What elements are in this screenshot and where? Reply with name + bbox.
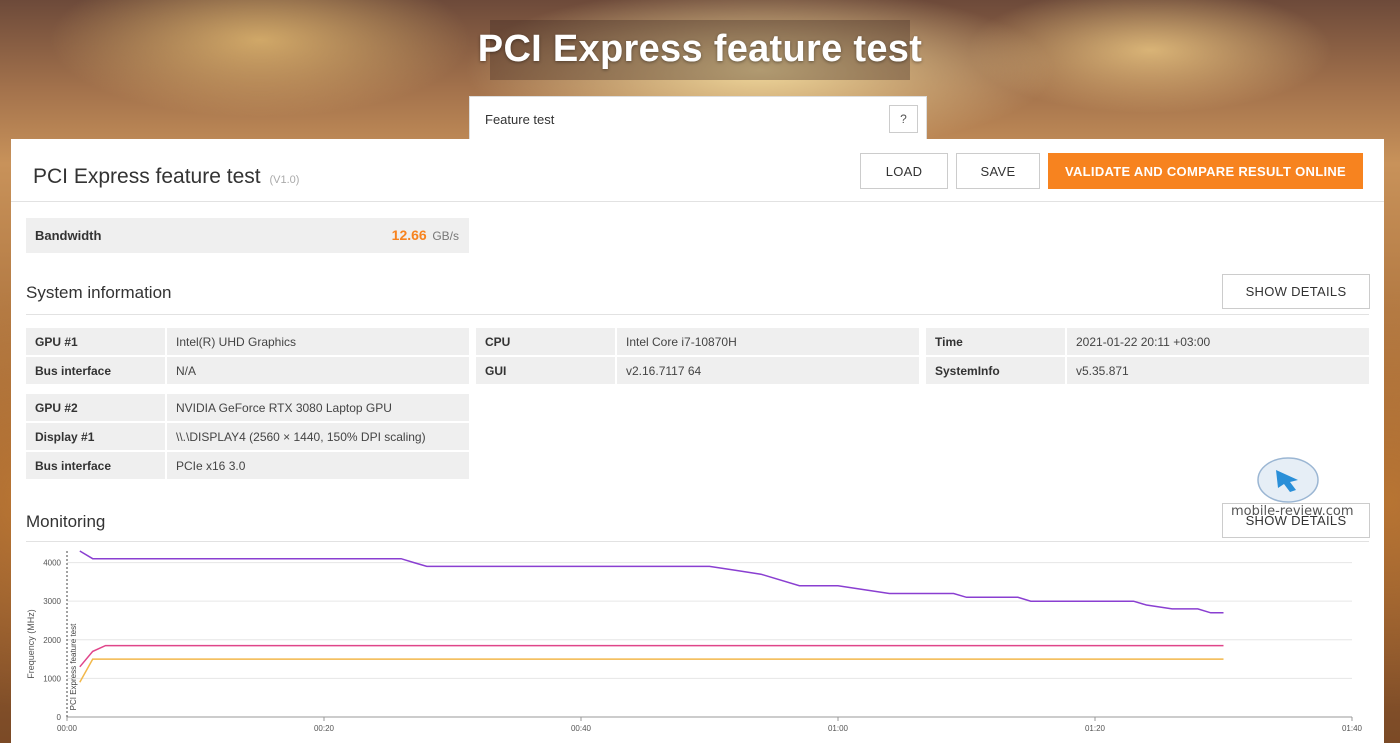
validate-compare-button[interactable]: VALIDATE AND COMPARE RESULT ONLINE (1048, 153, 1363, 189)
help-button[interactable]: ? (889, 105, 918, 133)
info-key: GUI (476, 357, 615, 384)
result-title: PCI Express feature test (V1.0) (33, 165, 299, 189)
result-version: (V1.0) (269, 174, 300, 186)
info-value: v5.35.871 (1067, 357, 1369, 384)
page-title: PCI Express feature test (477, 28, 923, 70)
monitoring-chart: 0 1000 2000 3000 4000 00:00 00:20 00:40 01:00 01:… (11, 547, 1384, 743)
bandwidth-value-group: 12.66 GB/s (392, 227, 459, 243)
info-column-2: CPU Intel Core i7-10870H GUI v2.16.7117 … (476, 328, 919, 386)
info-value: Intel(R) UHD Graphics (167, 328, 469, 355)
info-column-1b: GPU #2 NVIDIA GeForce RTX 3080 Laptop GP… (26, 394, 469, 481)
info-column-3: Time 2021-01-22 20:11 +03:00 SystemInfo … (926, 328, 1369, 386)
load-button[interactable]: LOAD (860, 153, 948, 189)
series-line (79, 644, 1224, 668)
header-banner: PCI Express feature test (0, 0, 1400, 100)
info-key: GPU #1 (26, 328, 165, 355)
y-tick-label: 3000 (43, 597, 61, 606)
info-key: CPU (476, 328, 615, 355)
x-tick-label: 01:40 (1342, 724, 1363, 733)
info-key: GPU #2 (26, 394, 165, 421)
watermark-text: mobile-review.com (1231, 504, 1354, 519)
bandwidth-label: Bandwidth (35, 228, 102, 243)
x-tick-label: 00:40 (571, 724, 592, 733)
x-tick-label: 01:20 (1085, 724, 1106, 733)
info-value: v2.16.7117 64 (617, 357, 919, 384)
y-axis-label: Frequency (MHz) (26, 609, 36, 679)
x-tick-label: 00:00 (57, 724, 78, 733)
info-row: GUI v2.16.7117 64 (476, 357, 919, 384)
info-row: Time 2021-01-22 20:11 +03:00 (926, 328, 1369, 355)
info-value: N/A (167, 357, 469, 384)
info-row: Bus interface N/A (26, 357, 469, 384)
bandwidth-unit: GB/s (432, 229, 459, 243)
system-info-details-button[interactable]: SHOW DETAILS (1222, 274, 1370, 309)
info-key: Time (926, 328, 1065, 355)
monitoring-title: Monitoring (26, 512, 106, 531)
y-tick-label: 0 (57, 713, 62, 722)
info-value: PCIe x16 3.0 (167, 452, 469, 479)
system-info-divider (26, 314, 1369, 315)
series-line (79, 550, 1224, 614)
frequency-chart-svg: 0 1000 2000 3000 4000 00:00 00:20 00:40 01:00 01:… (26, 550, 1363, 733)
info-key: Bus interface (26, 452, 165, 479)
title-plate (490, 20, 910, 80)
info-value: NVIDIA GeForce RTX 3080 Laptop GPU (167, 394, 469, 421)
monitoring-details-button[interactable]: SHOW DETAILS (1222, 503, 1370, 538)
bandwidth-value: 12.66 (391, 227, 427, 243)
info-value: \\.\DISPLAY4 (2560 × 1440, 150% DPI scal… (167, 423, 469, 450)
info-row: GPU #1 Intel(R) UHD Graphics (26, 328, 469, 355)
info-key: SystemInfo (926, 357, 1065, 384)
y-tick-label: 2000 (43, 636, 61, 645)
x-tick-label: 00:20 (314, 724, 335, 733)
info-row: CPU Intel Core i7-10870H (476, 328, 919, 355)
result-title-text: PCI Express feature test (33, 165, 261, 188)
info-column-1: GPU #1 Intel(R) UHD Graphics Bus interfa… (26, 328, 469, 386)
info-row: Display #1 \\.\DISPLAY4 (2560 × 1440, 15… (26, 423, 469, 450)
info-row: SystemInfo v5.35.871 (926, 357, 1369, 384)
info-value: 2021-01-22 20:11 +03:00 (1067, 328, 1369, 355)
info-row: Bus interface PCIe x16 3.0 (26, 452, 469, 479)
monitoring-divider (26, 541, 1369, 542)
info-row: GPU #2 NVIDIA GeForce RTX 3080 Laptop GP… (26, 394, 469, 421)
y-tick-label: 1000 (43, 674, 61, 683)
info-key: Bus interface (26, 357, 165, 384)
result-header: PCI Express feature test (V1.0) LOAD SAV… (11, 139, 1384, 202)
test-marker-label: PCI Express feature test (69, 623, 78, 710)
info-value: Intel Core i7-10870H (617, 328, 919, 355)
feature-test-label: Feature test (485, 112, 555, 127)
result-panel: PCI Express feature test (V1.0) LOAD SAV… (11, 139, 1384, 743)
info-key: Display #1 (26, 423, 165, 450)
x-tick-label: 01:00 (828, 724, 849, 733)
series-line (79, 658, 1224, 683)
feature-test-selector[interactable]: Feature test ? (469, 96, 927, 140)
mobile-review-logo-icon (1257, 457, 1319, 503)
bandwidth-score: Bandwidth 12.66 GB/s (26, 218, 469, 253)
y-tick-label: 4000 (43, 559, 61, 568)
save-button[interactable]: SAVE (956, 153, 1040, 189)
system-info-title: System information (26, 283, 172, 302)
